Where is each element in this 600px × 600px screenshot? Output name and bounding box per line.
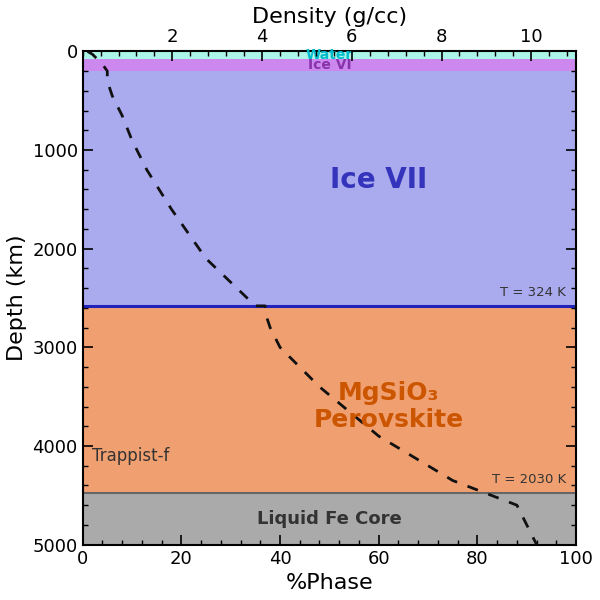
Y-axis label: Depth (km): Depth (km) bbox=[7, 235, 27, 361]
X-axis label: Density (g/cc): Density (g/cc) bbox=[252, 7, 407, 27]
Bar bbox=[83, 493, 576, 545]
Text: T = 2030 K: T = 2030 K bbox=[492, 473, 566, 486]
Text: Ice VI: Ice VI bbox=[308, 58, 351, 72]
Text: Water: Water bbox=[306, 49, 353, 62]
Text: Ice VII: Ice VII bbox=[330, 166, 427, 194]
Text: Liquid Fe Core: Liquid Fe Core bbox=[257, 510, 402, 528]
Text: MgSiO₃
Perovskite: MgSiO₃ Perovskite bbox=[314, 380, 464, 433]
Bar bbox=[83, 306, 576, 493]
Text: Trappist-f: Trappist-f bbox=[92, 447, 170, 465]
Bar bbox=[83, 59, 576, 71]
Bar bbox=[83, 52, 576, 59]
Text: T = 324 K: T = 324 K bbox=[500, 286, 566, 299]
Bar bbox=[83, 71, 576, 306]
X-axis label: %Phase: %Phase bbox=[286, 573, 373, 593]
